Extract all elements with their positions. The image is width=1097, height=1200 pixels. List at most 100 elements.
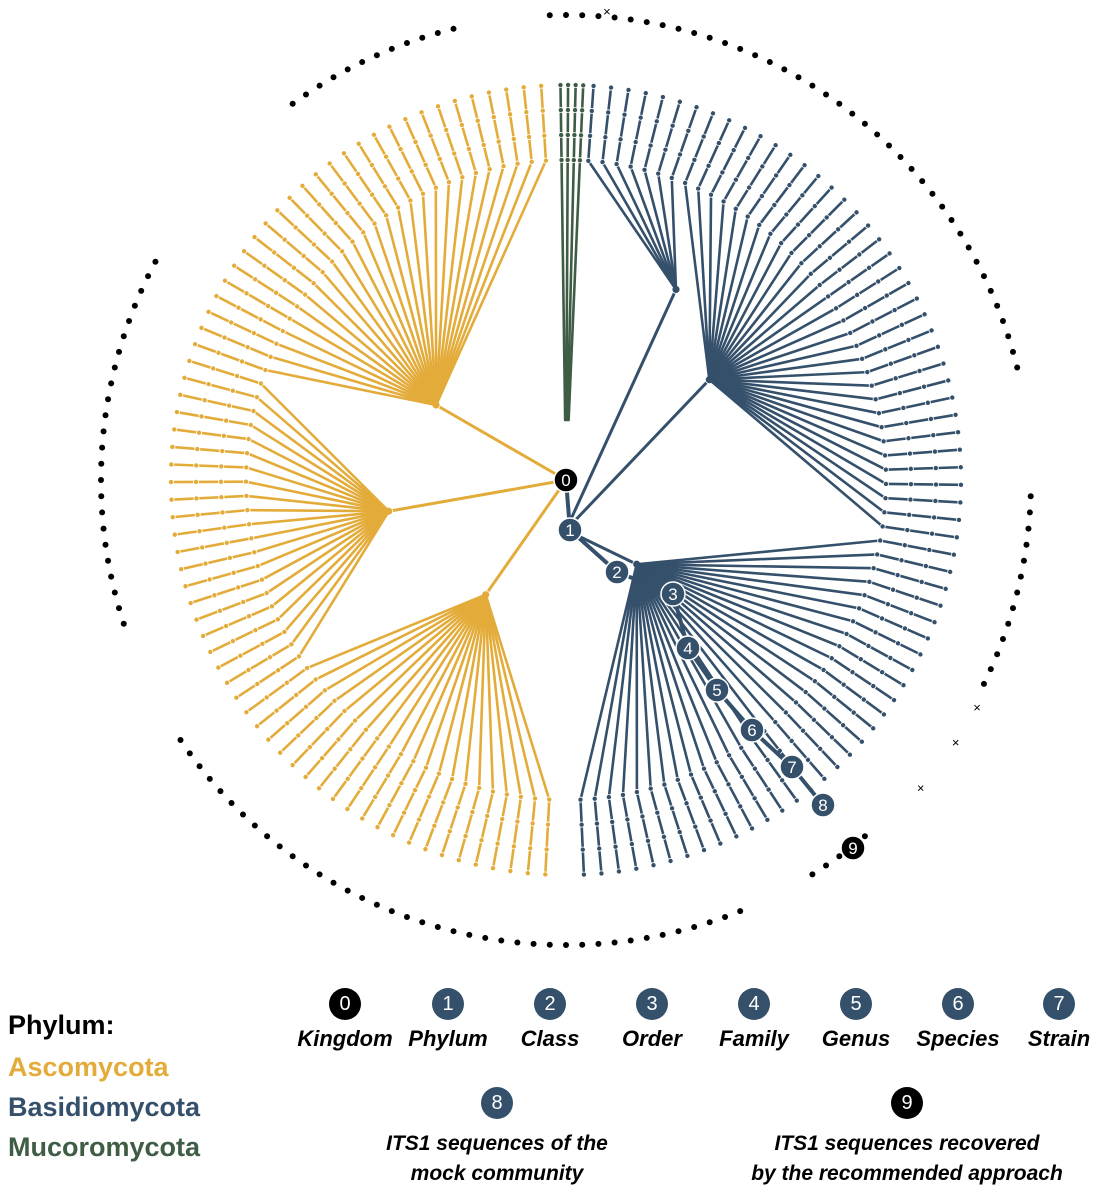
- leaf-node: [565, 82, 572, 89]
- leaf-node: [882, 452, 889, 459]
- leaf-node: [746, 184, 753, 191]
- leaf-node: [528, 158, 535, 165]
- leaf-line: [278, 699, 336, 754]
- leaf-node: [564, 132, 571, 139]
- leaf-line: [342, 152, 388, 217]
- leaf-line: [621, 793, 638, 870]
- leaf-node: [693, 104, 700, 111]
- leaf-node: [579, 846, 586, 853]
- leaf-node: [193, 495, 200, 502]
- rank-label: Strain: [1027, 1026, 1091, 1051]
- leaf-node: [321, 230, 328, 237]
- leaf-node: [700, 133, 707, 140]
- leaf-node: [906, 450, 913, 457]
- leaf-node: [661, 781, 668, 788]
- leaf-node: [722, 810, 729, 817]
- branch-line: [564, 287, 678, 532]
- leaf-node: [633, 789, 640, 796]
- branch-line: [635, 562, 841, 648]
- rank-label: Phylum: [408, 1026, 488, 1051]
- rank-legend-class: 2 Class: [495, 988, 605, 1052]
- leaf-node: [268, 603, 275, 610]
- leaf-line: [607, 795, 621, 873]
- branch-line: [353, 593, 487, 722]
- leaf-node: [882, 480, 889, 487]
- leaf-node: [279, 328, 286, 335]
- leaf-node: [952, 411, 959, 418]
- leaf-line: [317, 728, 368, 790]
- leaf-line: [424, 777, 454, 851]
- leaf-node: [187, 600, 194, 607]
- leaf-node: [798, 260, 805, 267]
- leaf-node: [738, 773, 745, 780]
- leaf-node: [908, 610, 915, 617]
- leaf-node: [846, 751, 853, 758]
- leaf-node: [605, 794, 612, 801]
- leaf-node: [759, 163, 766, 170]
- recovered-sequence-dot: [948, 216, 955, 223]
- branch-line: [564, 378, 711, 532]
- branch-line: [635, 562, 861, 610]
- leaf-node: [875, 410, 882, 417]
- leaf-node: [328, 190, 335, 197]
- leaf-node: [906, 511, 913, 518]
- leaf-line: [404, 117, 438, 189]
- recovered-sequence-dot: [861, 833, 868, 840]
- leaf-node: [691, 156, 698, 163]
- branch-line: [260, 509, 391, 581]
- recovered-sequence-dot: [316, 82, 323, 89]
- leaf-node: [887, 654, 894, 661]
- branch-line: [708, 251, 793, 381]
- leaf-node: [407, 197, 414, 204]
- recovered-sequence-dot: [330, 879, 337, 886]
- leaf-node: [590, 82, 597, 89]
- leaf-line: [790, 198, 846, 255]
- leaf-node: [564, 107, 571, 114]
- leaf-line: [176, 537, 253, 554]
- leaf-line: [331, 737, 379, 801]
- leaf-line: [855, 313, 926, 348]
- leaf-node: [932, 465, 939, 472]
- leaf-node: [344, 806, 351, 813]
- leaf-node: [593, 820, 600, 827]
- recovered-sequence-dot: [595, 13, 602, 20]
- recovered-sequence-dot: [264, 833, 271, 840]
- leaf-line: [689, 773, 722, 845]
- leaf-line: [877, 396, 954, 415]
- leaf-node: [758, 193, 765, 200]
- leaf-node: [267, 353, 274, 360]
- leaf-line: [881, 525, 959, 539]
- leaf-node: [816, 243, 823, 250]
- branch-line: [434, 160, 534, 407]
- rank-badge: 0: [329, 988, 361, 1020]
- leaf-node: [880, 438, 887, 445]
- leaf-node: [853, 209, 860, 216]
- leaf-node: [324, 726, 331, 733]
- recovered-sequence-dot: [595, 940, 602, 947]
- leaf-line: [572, 83, 577, 162]
- leaf-node: [168, 496, 175, 503]
- recovered-sequence-dot: [108, 380, 115, 387]
- leaf-node: [877, 537, 884, 544]
- leaf-node: [520, 84, 527, 91]
- leaf-node: [733, 833, 740, 840]
- leaf-node: [695, 185, 702, 192]
- leaf-line: [487, 91, 505, 168]
- recovered-sequence-dot: [302, 91, 309, 98]
- recovered-sequence-dot: [611, 939, 618, 946]
- recovered-sequence-dot: [722, 913, 729, 920]
- leaf-node: [412, 138, 419, 145]
- leaf-node: [381, 183, 388, 190]
- leaf-node: [355, 170, 362, 177]
- leaf-node: [732, 176, 739, 183]
- leaf-node: [771, 202, 778, 209]
- leaf-line: [878, 539, 956, 556]
- leaf-node: [901, 542, 908, 549]
- leaf-line: [235, 655, 301, 700]
- leaf-node: [921, 383, 928, 390]
- leaf-line: [629, 91, 648, 168]
- leaf-node: [806, 232, 813, 239]
- leaf-line: [171, 508, 249, 519]
- leaf-line: [734, 143, 777, 211]
- leaf-node: [613, 161, 620, 168]
